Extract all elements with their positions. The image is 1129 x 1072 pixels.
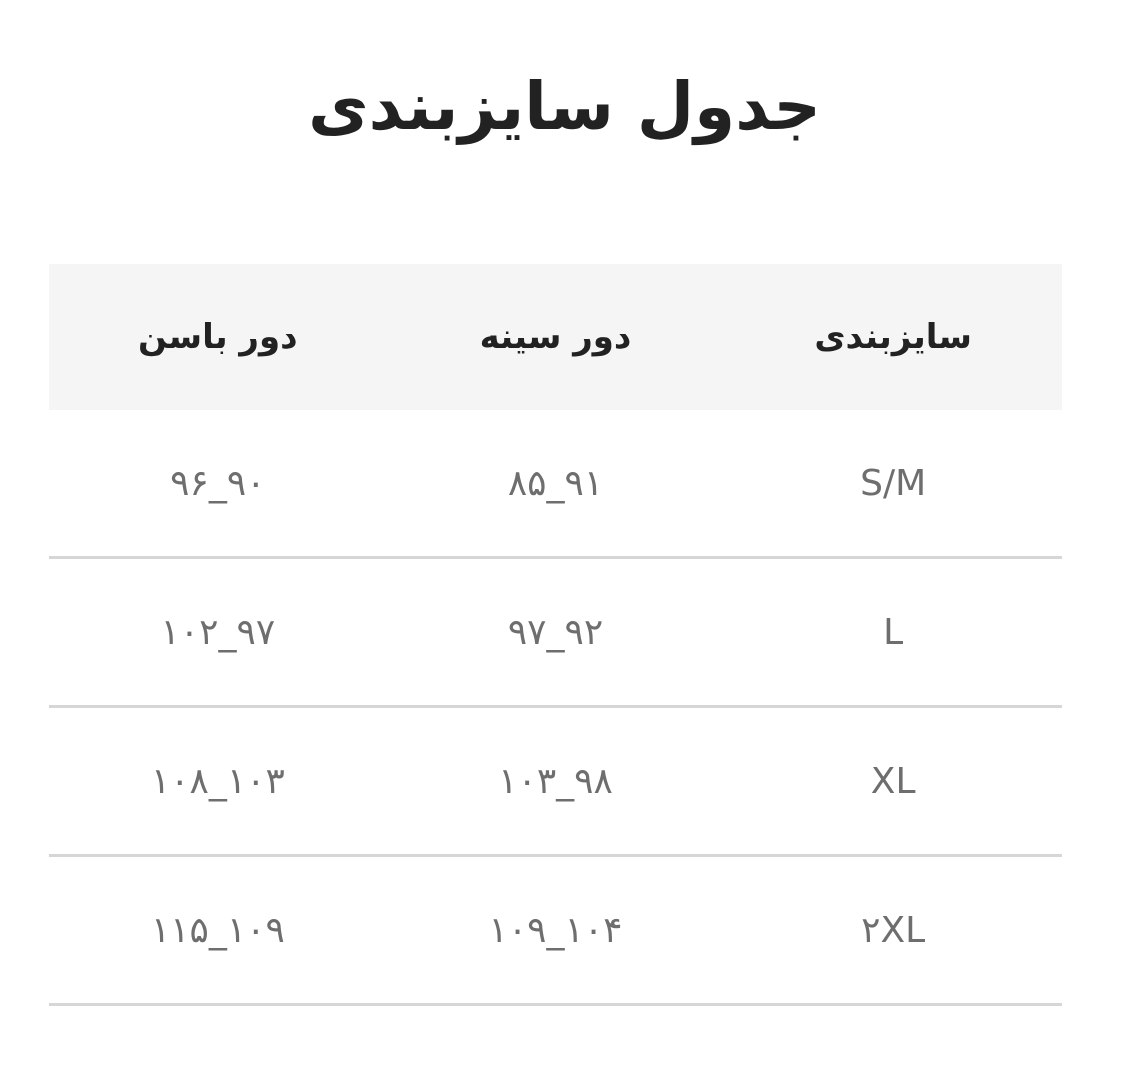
hip-cell: ۱۰۸_۱۰۳	[49, 761, 387, 802]
hip-value: ۹۶_۹۰	[170, 462, 266, 504]
hip-value: ۱۰۲_۹۷	[160, 611, 276, 653]
size-value: L	[883, 611, 904, 653]
size-cell: XL	[724, 761, 1062, 802]
size-cell: S/M	[724, 463, 1062, 504]
header-hip: دور باسن	[138, 317, 298, 357]
table-row: S/M ۸۵_۹۱ ۹۶_۹۰	[49, 410, 1062, 559]
size-value: S/M	[860, 462, 927, 504]
table-row: L ۹۷_۹۲ ۱۰۲_۹۷	[49, 559, 1062, 708]
chest-value: ۱۰۹_۱۰۴	[488, 909, 623, 951]
chest-cell: ۸۵_۹۱	[387, 463, 725, 504]
size-value: ۲XL	[861, 909, 926, 951]
header-size: سایزبندی	[814, 317, 972, 357]
hip-cell: ۱۰۲_۹۷	[49, 612, 387, 653]
size-cell: L	[724, 612, 1062, 653]
size-value: XL	[870, 760, 916, 802]
chest-value: ۹۷_۹۲	[507, 611, 604, 653]
hip-cell: ۹۶_۹۰	[49, 463, 387, 504]
table-row: XL ۱۰۳_۹۸ ۱۰۸_۱۰۳	[49, 708, 1062, 857]
chest-value: ۸۵_۹۱	[507, 462, 604, 504]
table-header-row: سایزبندی دور سینه دور باسن	[49, 264, 1062, 410]
chest-value: ۱۰۳_۹۸	[498, 760, 613, 802]
size-table: سایزبندی دور سینه دور باسن S/M ۸۵_۹۱ ۹۶_…	[49, 264, 1062, 1006]
chest-cell: ۹۷_۹۲	[387, 612, 725, 653]
table-row: ۲XL ۱۰۹_۱۰۴ ۱۱۵_۱۰۹	[49, 857, 1062, 1006]
hip-cell: ۱۱۵_۱۰۹	[49, 910, 387, 951]
page-title: جدول سایزبندی	[308, 68, 821, 145]
hip-value: ۱۱۵_۱۰۹	[150, 909, 285, 951]
chest-cell: ۱۰۹_۱۰۴	[387, 910, 725, 951]
size-cell: ۲XL	[724, 910, 1062, 951]
header-chest: دور سینه	[479, 317, 632, 357]
hip-value: ۱۰۸_۱۰۳	[150, 760, 285, 802]
chest-cell: ۱۰۳_۹۸	[387, 761, 725, 802]
